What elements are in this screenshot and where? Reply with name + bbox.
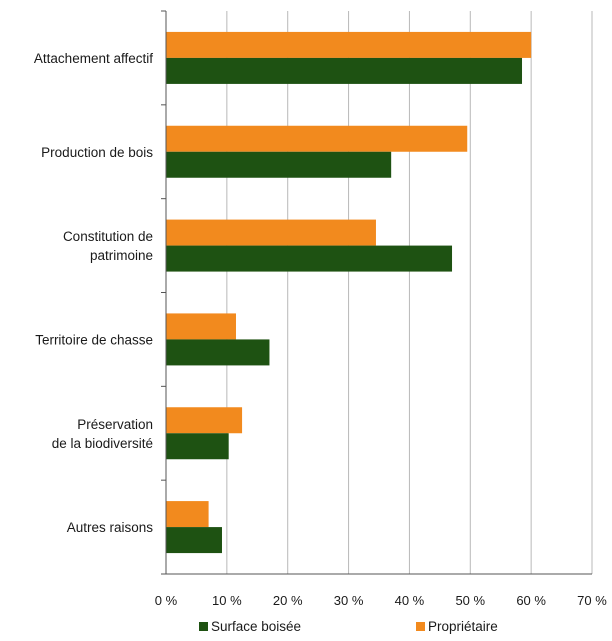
bar-proprietaire <box>166 125 468 152</box>
x-tick-label: 0 % <box>155 593 178 608</box>
x-tick-label: 60 % <box>516 593 546 608</box>
bar-surface-boisee <box>166 527 222 554</box>
bar-proprietaire <box>166 31 532 58</box>
x-tick-label: 20 % <box>273 593 303 608</box>
bars <box>166 31 532 554</box>
bar-proprietaire <box>166 407 243 434</box>
bar-surface-boisee <box>166 151 392 178</box>
category-label: Constitution de <box>63 229 153 244</box>
x-tick-label: 10 % <box>212 593 242 608</box>
category-label: Attachement affectif <box>34 51 153 66</box>
x-tick-label: 70 % <box>577 593 607 608</box>
bar-surface-boisee <box>166 245 453 272</box>
legend-label: Propriétaire <box>428 619 498 634</box>
bar-surface-boisee <box>166 433 229 460</box>
gridlines <box>226 11 593 574</box>
x-tick-label: 30 % <box>334 593 364 608</box>
category-label: de la biodiversité <box>52 436 153 451</box>
bar-proprietaire <box>166 501 209 528</box>
bar-proprietaire <box>166 313 236 340</box>
x-tick-label: 40 % <box>395 593 425 608</box>
category-label: Préservation <box>77 417 153 432</box>
bar-proprietaire <box>166 219 376 246</box>
category-label: Territoire de chasse <box>35 332 153 347</box>
category-label: patrimoine <box>90 248 153 263</box>
bar-surface-boisee <box>166 57 523 84</box>
legend-swatch <box>199 622 208 631</box>
category-label: Production de bois <box>41 145 153 160</box>
bar-surface-boisee <box>166 339 270 366</box>
labels: 0 % 10 % 20 % 30 % 40 % 50 % 60 % 70 % Attacheme… <box>34 51 607 608</box>
legend-swatch <box>416 622 425 631</box>
axes <box>161 10 592 575</box>
legend: Surface boisée Propriétaire <box>199 619 498 634</box>
legend-label: Surface boisée <box>211 619 301 634</box>
category-label: Autres raisons <box>67 520 154 535</box>
x-tick-label: 50 % <box>455 593 485 608</box>
